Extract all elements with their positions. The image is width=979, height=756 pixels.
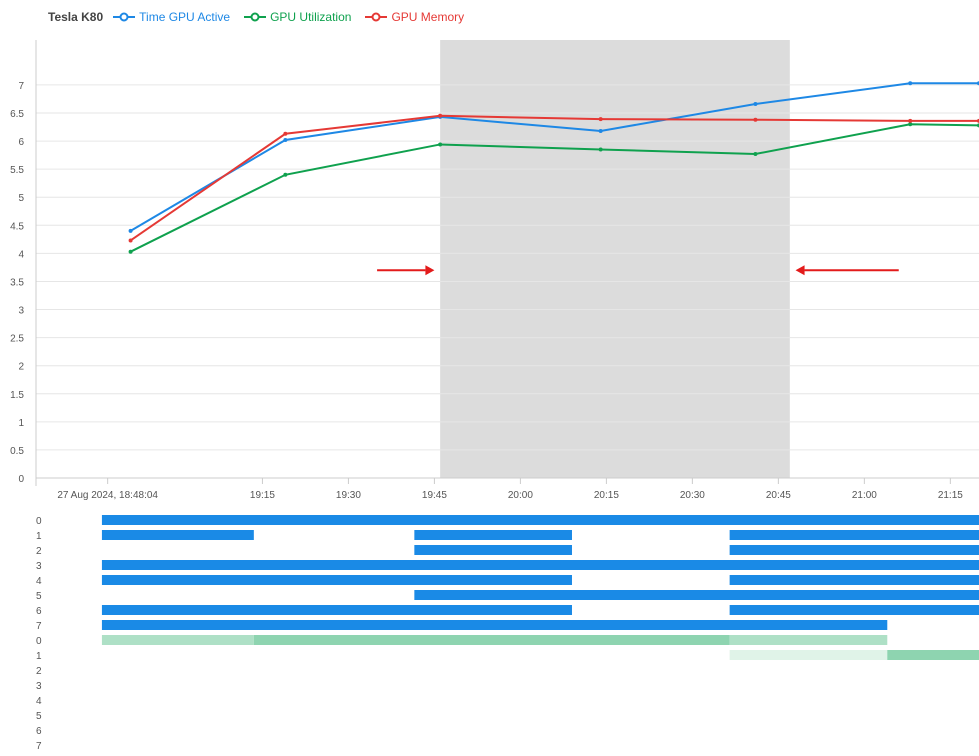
data-point (598, 117, 603, 122)
timeline-row-label: 7 (36, 621, 42, 632)
data-point (283, 137, 288, 142)
data-point (753, 102, 758, 107)
y-tick-label: 0 (18, 474, 24, 485)
timeline-segment (729, 575, 979, 585)
timeline-row-label: 7 (36, 741, 42, 752)
timeline-row-label: 3 (36, 561, 42, 572)
legend-marker-dot (250, 12, 260, 22)
timeline-segment (414, 590, 979, 600)
legend-item-1[interactable]: GPU Utilization (244, 10, 351, 24)
timeline-segment (101, 560, 979, 570)
timeline-row-label: 2 (36, 546, 42, 557)
data-point (128, 228, 133, 233)
legend-marker-icon (113, 12, 136, 22)
y-tick-label: 0.5 (10, 446, 24, 457)
timeline-segment (101, 575, 572, 585)
timeline-row-label: 5 (36, 591, 42, 602)
data-point (283, 172, 288, 177)
x-axis: 27 Aug 2024, 18:48:04 19:15 19:30 19:45 20:0… (57, 478, 963, 501)
data-point (283, 131, 288, 136)
timeline-segment (887, 650, 979, 660)
timeline-segment (101, 620, 888, 630)
timeline-segment (729, 545, 979, 555)
timeline-segment (414, 530, 572, 540)
x-tick-label: 20:30 (680, 490, 705, 501)
y-tick-label: 2.5 (10, 334, 24, 345)
timeline-row-label: 0 (36, 516, 42, 527)
x-tick-label: 19:45 (422, 490, 447, 501)
timeline-row-label: 4 (36, 576, 42, 587)
legend: Tesla K80 Time GPU Active GPU Utilization… (48, 8, 478, 26)
timeline-row-label: 1 (36, 651, 42, 662)
timeline-row-label: 5 (36, 711, 42, 722)
y-tick-label: 2 (18, 362, 24, 373)
x-tick-label: 20:00 (508, 490, 533, 501)
x-tick-label: 20:45 (766, 490, 791, 501)
x-tick-label: 21:15 (938, 490, 963, 501)
x-tick-label: 20:15 (594, 490, 619, 501)
legend-item-2[interactable]: GPU Memory (365, 10, 464, 24)
legend-label: GPU Memory (391, 10, 465, 24)
x-tick-label: 19:30 (336, 490, 361, 501)
legend-label: Time GPU Active (139, 10, 231, 24)
data-point (598, 128, 603, 133)
plot-highlight-band (440, 40, 790, 478)
arrow-head (795, 265, 805, 276)
y-tick-label: 6.5 (10, 109, 24, 120)
timeline-row-label: 6 (36, 726, 42, 737)
data-point (753, 117, 758, 122)
y-tick-label: 1 (18, 418, 24, 429)
timeline-segment (414, 545, 572, 555)
timeline-segment (729, 635, 888, 645)
timeline-segment (729, 650, 888, 660)
x-tick-label: 19:15 (250, 490, 275, 501)
timeline-row-label: 1 (36, 531, 42, 542)
data-point (128, 249, 133, 254)
y-tick-label: 6 (18, 137, 24, 148)
gpu-timeline: 0 1 2 3 4 5 6 7 0 1 2 3 4 5 6 7 (36, 515, 979, 752)
timeline-row-label: 4 (36, 696, 42, 707)
data-point (438, 142, 443, 147)
timeline-segment (729, 605, 979, 615)
data-point (598, 147, 603, 152)
x-tick-label: 27 Aug 2024, 18:48:04 (57, 490, 158, 501)
data-point (908, 81, 913, 86)
y-tick-label: 3.5 (10, 277, 24, 288)
legend-marker-dot (371, 12, 381, 22)
data-point (128, 238, 133, 243)
y-tick-label: 1.5 (10, 390, 24, 401)
y-tick-label: 3 (18, 306, 24, 317)
data-point (753, 151, 758, 156)
timeline-row-label: 6 (36, 606, 42, 617)
legend-title: Tesla K80 (48, 10, 104, 24)
legend-marker-icon (365, 12, 388, 22)
y-tick-label: 4.5 (10, 221, 24, 232)
timeline-segment (101, 530, 254, 540)
legend-marker-dot (119, 12, 129, 22)
data-point (908, 122, 913, 127)
y-tick-label: 4 (18, 249, 24, 260)
arrow-head (425, 265, 435, 276)
legend-item-0[interactable]: Time GPU Active (113, 10, 230, 24)
legend-marker-icon (244, 12, 267, 22)
x-tick-label: 21:00 (852, 490, 877, 501)
y-tick-label: 5.5 (10, 165, 24, 176)
timeline-row-label: 2 (36, 666, 42, 677)
timeline-segment (101, 515, 979, 525)
legend-label: GPU Utilization (270, 10, 352, 24)
y-tick-label: 5 (18, 193, 24, 204)
annotation-arrows (377, 265, 899, 276)
data-point (908, 118, 913, 123)
series-lines (128, 81, 979, 254)
timeline-row-label: 3 (36, 681, 42, 692)
timeline-segment (729, 530, 979, 540)
y-tick-label: 7 (18, 81, 24, 92)
timeline-row-label: 0 (36, 636, 42, 647)
timeline-segment (101, 605, 572, 615)
data-point (438, 113, 443, 118)
timeline-segment (101, 635, 254, 645)
timeline-segment (253, 635, 730, 645)
